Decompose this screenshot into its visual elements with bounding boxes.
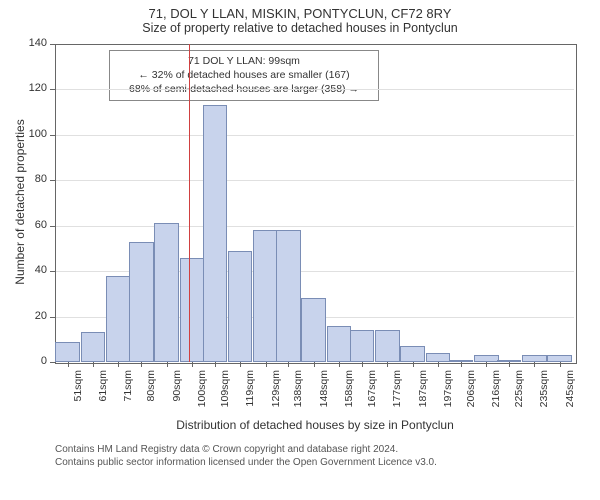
x-tick-label: 177sqm	[391, 370, 403, 418]
x-tick-label: 100sqm	[196, 370, 208, 418]
x-tick-mark	[387, 362, 388, 367]
x-tick-mark	[560, 362, 561, 367]
x-tick-mark	[266, 362, 267, 367]
histogram-bar	[474, 355, 499, 362]
y-tick-label: 0	[17, 355, 47, 367]
grid-line	[56, 180, 574, 181]
histogram-bar	[180, 258, 205, 362]
y-tick-mark	[50, 135, 55, 136]
x-tick-label: 206sqm	[465, 370, 477, 418]
histogram-bar	[426, 353, 451, 362]
annotation-line2: ← 32% of detached houses are smaller (16…	[116, 68, 372, 82]
histogram-bar	[253, 230, 278, 362]
annotation-line1: 71 DOL Y LLAN: 99sqm	[116, 54, 372, 68]
y-tick-label: 140	[17, 37, 47, 49]
x-tick-label: 245sqm	[564, 370, 576, 418]
histogram-bar	[55, 342, 80, 362]
y-tick-mark	[50, 317, 55, 318]
x-tick-mark	[461, 362, 462, 367]
histogram-bar	[547, 355, 572, 362]
x-tick-label: 90sqm	[171, 370, 183, 418]
x-tick-label: 138sqm	[292, 370, 304, 418]
y-tick-mark	[50, 89, 55, 90]
grid-line	[56, 226, 574, 227]
x-tick-mark	[118, 362, 119, 367]
histogram-bar	[203, 105, 228, 362]
x-tick-mark	[413, 362, 414, 367]
x-tick-label: 51sqm	[72, 370, 84, 418]
y-tick-mark	[50, 180, 55, 181]
x-tick-mark	[215, 362, 216, 367]
y-tick-mark	[50, 271, 55, 272]
x-tick-mark	[93, 362, 94, 367]
x-tick-label: 61sqm	[97, 370, 109, 418]
x-tick-label: 187sqm	[417, 370, 429, 418]
x-tick-mark	[141, 362, 142, 367]
y-tick-label: 60	[17, 219, 47, 231]
x-tick-label: 235sqm	[538, 370, 550, 418]
x-tick-mark	[240, 362, 241, 367]
x-axis-label: Distribution of detached houses by size …	[55, 418, 575, 432]
histogram-bar	[327, 326, 352, 362]
x-tick-mark	[486, 362, 487, 367]
x-tick-label: 158sqm	[343, 370, 355, 418]
x-tick-mark	[314, 362, 315, 367]
y-tick-mark	[50, 226, 55, 227]
y-tick-label: 80	[17, 173, 47, 185]
x-tick-label: 167sqm	[366, 370, 378, 418]
y-tick-mark	[50, 44, 55, 45]
footer-line1: Contains HM Land Registry data © Crown c…	[55, 444, 437, 457]
x-tick-label: 197sqm	[442, 370, 454, 418]
chart-container: 71, DOL Y LLAN, MISKIN, PONTYCLUN, CF72 …	[0, 0, 600, 500]
x-tick-label: 119sqm	[244, 370, 256, 418]
histogram-bar	[301, 298, 326, 362]
x-tick-mark	[167, 362, 168, 367]
x-tick-label: 148sqm	[318, 370, 330, 418]
histogram-bar	[350, 330, 375, 362]
x-tick-mark	[509, 362, 510, 367]
x-tick-mark	[68, 362, 69, 367]
histogram-bar	[400, 346, 425, 362]
histogram-bar	[106, 276, 131, 362]
page-title: 71, DOL Y LLAN, MISKIN, PONTYCLUN, CF72 …	[0, 0, 600, 21]
histogram-bar	[522, 355, 547, 362]
grid-line	[56, 89, 574, 90]
x-tick-label: 129sqm	[270, 370, 282, 418]
x-tick-mark	[362, 362, 363, 367]
y-tick-label: 40	[17, 264, 47, 276]
x-tick-mark	[339, 362, 340, 367]
property-marker-line	[189, 44, 190, 362]
grid-line	[56, 135, 574, 136]
x-tick-mark	[534, 362, 535, 367]
footer-line2: Contains public sector information licen…	[55, 457, 437, 470]
y-tick-mark	[50, 362, 55, 363]
y-tick-label: 20	[17, 310, 47, 322]
x-tick-mark	[192, 362, 193, 367]
page-subtitle: Size of property relative to detached ho…	[0, 21, 600, 35]
x-tick-label: 225sqm	[513, 370, 525, 418]
histogram-bar	[375, 330, 400, 362]
histogram-bar	[228, 251, 253, 362]
x-tick-label: 80sqm	[145, 370, 157, 418]
histogram-bar	[154, 223, 179, 362]
x-tick-label: 109sqm	[219, 370, 231, 418]
footer-attribution: Contains HM Land Registry data © Crown c…	[55, 444, 437, 469]
x-tick-label: 216sqm	[490, 370, 502, 418]
y-tick-label: 100	[17, 128, 47, 140]
annotation-box: 71 DOL Y LLAN: 99sqm ← 32% of detached h…	[109, 50, 379, 101]
x-tick-label: 71sqm	[122, 370, 134, 418]
histogram-bar	[129, 242, 154, 362]
histogram-bar	[276, 230, 301, 362]
y-tick-label: 120	[17, 82, 47, 94]
histogram-bar	[81, 332, 106, 362]
x-tick-mark	[288, 362, 289, 367]
x-tick-mark	[438, 362, 439, 367]
